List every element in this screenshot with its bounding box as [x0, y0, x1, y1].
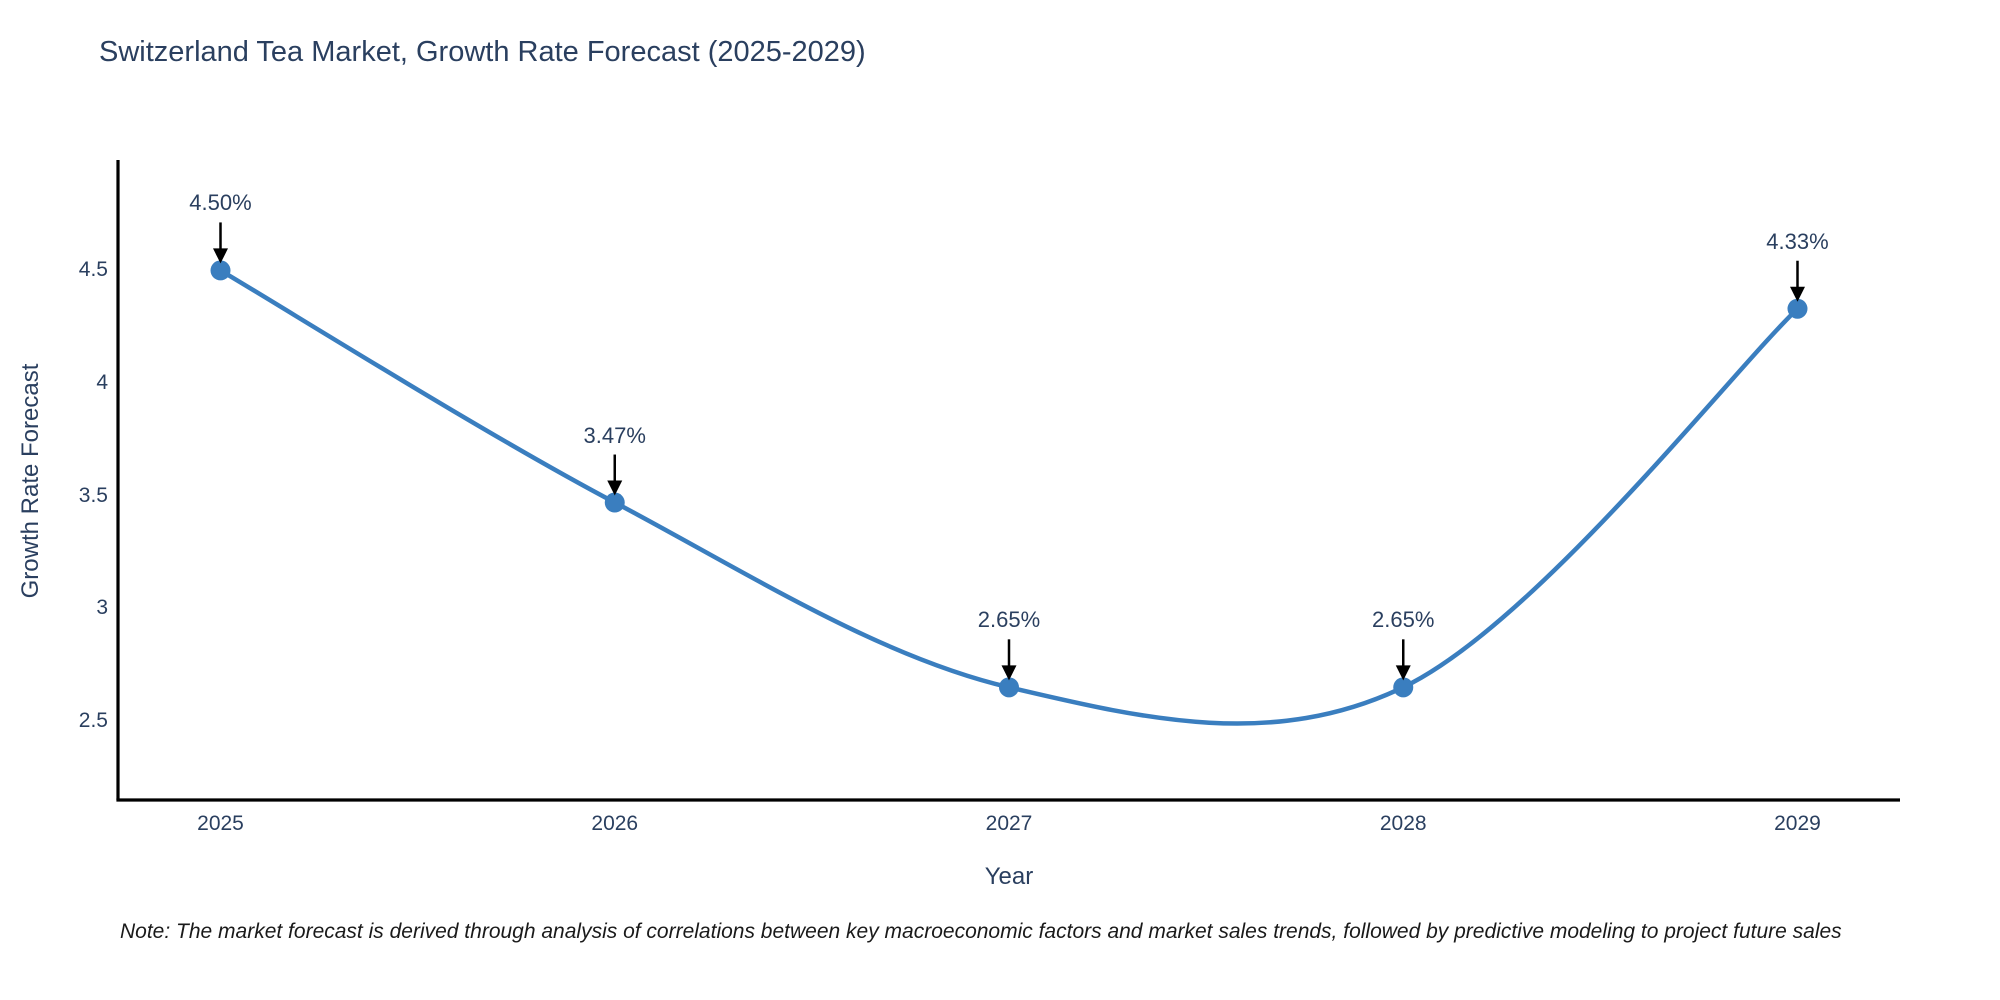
annotation-arrow-head: [607, 480, 623, 496]
point-value-label: 2.65%: [977, 607, 1041, 633]
y-axis-title: Growth Rate Forecast: [17, 363, 44, 599]
point-value-label: 4.50%: [189, 190, 252, 216]
y-tick-label: 4: [96, 371, 108, 395]
annotation-arrow-head: [1395, 665, 1411, 681]
y-tick-label: 4.5: [78, 258, 108, 282]
annotation-arrow-head: [1001, 665, 1017, 681]
x-tick-label: 2026: [591, 812, 639, 835]
chart-title: Switzerland Tea Market, Growth Rate Fore…: [99, 36, 866, 68]
annotation-arrow-head: [1789, 286, 1805, 302]
data-point-marker: [1393, 677, 1414, 698]
x-axis-title: Year: [984, 863, 1034, 890]
y-tick-label: 2.5: [78, 709, 108, 733]
chart-note: Note: The market forecast is derived thr…: [120, 920, 1842, 943]
x-tick-label: 2028: [1379, 812, 1427, 835]
x-tick-label: 2029: [1774, 812, 1821, 835]
x-tick-label: 2027: [985, 812, 1033, 835]
point-value-label: 4.33%: [1766, 228, 1829, 254]
x-tick-label: 2025: [197, 812, 244, 835]
data-point-marker: [999, 677, 1019, 698]
point-value-label: 2.65%: [1372, 607, 1435, 633]
data-point-marker: [210, 260, 231, 281]
annotation-arrow-head: [213, 248, 229, 264]
y-tick-label: 3: [96, 596, 108, 620]
y-tick-label: 3.5: [78, 483, 108, 507]
data-point-marker: [604, 492, 625, 513]
data-point-marker: [1787, 298, 1808, 319]
point-value-label: 3.47%: [583, 422, 646, 448]
